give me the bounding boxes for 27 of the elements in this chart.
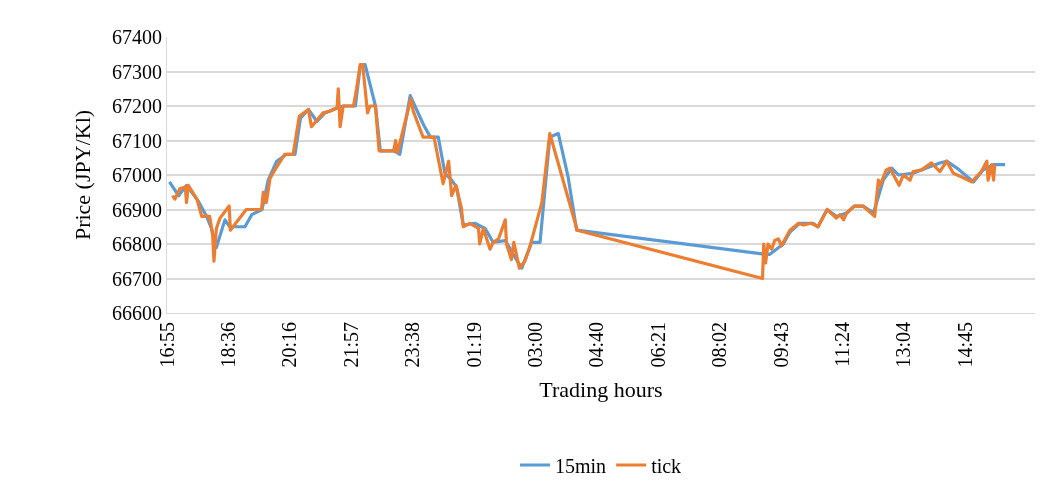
y-tick-label: 66600 (112, 302, 162, 324)
x-tick-label: 06:21 (646, 322, 669, 368)
x-tick-label: 14:45 (954, 322, 977, 368)
x-tick-label: 21:57 (339, 322, 362, 368)
y-tick-label: 67400 (112, 26, 162, 48)
x-tick-label: 11:24 (831, 322, 854, 367)
y-tick-label: 66800 (112, 233, 162, 255)
x-tick-label: 13:04 (892, 322, 915, 368)
x-tick-label: 03:00 (524, 322, 547, 368)
x-tick-label: 16:55 (155, 322, 178, 368)
y-tick-label: 66900 (112, 198, 162, 221)
x-tick-label: 04:40 (585, 322, 608, 368)
legend-label: tick (651, 454, 682, 477)
x-tick-label: 23:38 (401, 322, 424, 368)
x-tick-label: 01:19 (462, 322, 485, 368)
legend-label: 15min (555, 454, 607, 477)
x-tick-label: 09:43 (769, 322, 792, 368)
y-tick-label: 67100 (112, 129, 162, 152)
y-tick-label: 67200 (112, 95, 162, 117)
x-axis-title: Trading hours (539, 377, 663, 403)
y-tick-label: 67000 (112, 164, 162, 186)
x-tick-label: 08:02 (708, 322, 731, 368)
y-tick-label: 67300 (112, 60, 162, 83)
x-tick-label: 18:36 (217, 322, 240, 368)
y-tick-label: 66700 (112, 267, 162, 290)
x-tick-label: 20:16 (278, 322, 301, 368)
y-axis-title: Price (JPY/Kl) (69, 109, 95, 241)
